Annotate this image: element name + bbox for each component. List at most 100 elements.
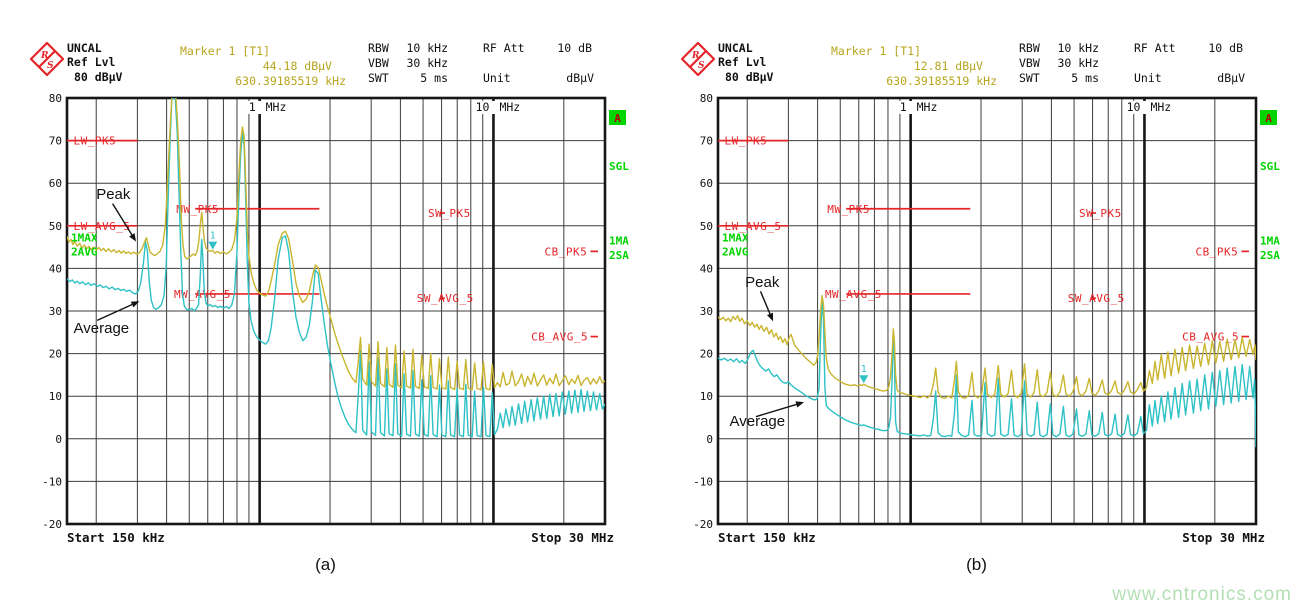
svg-text:1: 1	[249, 100, 256, 114]
spectrum-plot-b: 80 70 60 50 40 30 20 10 0 -10 -20 1 MHz 10 MHz LW_PK5LW…	[693, 92, 1280, 545]
svg-text:Peak: Peak	[745, 274, 780, 291]
x-axis-range-labels: Start 150 kHz Stop 30 MHz	[718, 530, 1265, 545]
svg-text:10: 10	[49, 390, 62, 403]
svg-text:Start 150 kHz: Start 150 kHz	[718, 530, 816, 545]
svg-text:A: A	[1265, 112, 1272, 125]
trace-average	[67, 98, 605, 438]
svg-text:10: 10	[700, 390, 713, 403]
trace-peak	[718, 294, 1256, 399]
screen-a-badge	[1260, 110, 1277, 125]
vbw-label: VBW	[1019, 56, 1040, 70]
marker-readout: Marker 1 [T1] 44.18 dBµV 630.39185519 kH…	[180, 44, 346, 89]
grid	[65, 96, 607, 526]
svg-text:10: 10	[1127, 100, 1141, 114]
svg-text:MHz: MHz	[1150, 100, 1171, 114]
spectrum-chart-a: 80 70 60 50 40 30 20 10 0 -10 -20 1 MHz 10 MHz LW_PK5 LW…	[0, 85, 651, 555]
caption-a: (a)	[315, 555, 336, 574]
svg-text:SW_PK5: SW_PK5	[1079, 207, 1122, 220]
annotation-peak: Peak	[745, 274, 780, 322]
svg-text:R: R	[691, 51, 700, 61]
limit-lines: LW_PK5LW_AVG_5MW_PK5MW_AVG_5SW_PK5SW_AVG…	[67, 135, 598, 344]
freq-major-label: 10 MHz	[475, 100, 532, 114]
status-labels-right: A SGL 1MA 2SA	[609, 110, 629, 262]
grid	[716, 96, 1258, 526]
svg-text:-10: -10	[693, 475, 713, 488]
rf-att-value: 10 dB	[557, 41, 592, 55]
rohde-schwarz-logo-icon: R S	[29, 41, 65, 77]
svg-text:SGL: SGL	[609, 160, 629, 173]
vbw-value: 30 kHz	[1057, 56, 1099, 70]
svg-text:CB_AVG_5: CB_AVG_5	[1182, 331, 1239, 344]
swt-label: SWT	[368, 71, 389, 85]
y-axis-labels: 80 70 60 50 40 30 20 10 0 -10 -20	[42, 92, 62, 531]
limit-lines: LW_PK5LW_AVG_5MW_PK5MW_AVG_5SW_PK5SW_AVG…	[718, 135, 1249, 344]
ref-level-value: 80 dBµV	[725, 70, 774, 84]
caption-b: (b)	[966, 555, 987, 574]
marker-title: Marker 1 [T1]	[831, 44, 922, 58]
trace-average	[718, 298, 1256, 448]
svg-text:30: 30	[49, 305, 62, 318]
svg-text:MHz: MHz	[499, 100, 520, 114]
swt-label: SWT	[1019, 71, 1040, 85]
svg-text:50: 50	[700, 220, 713, 233]
unit-value: dBµV	[566, 71, 594, 85]
annotation-peak: Peak	[96, 186, 137, 242]
svg-text:2SA: 2SA	[609, 249, 629, 262]
svg-text:60: 60	[49, 177, 62, 190]
svg-text:30: 30	[700, 305, 713, 318]
spectrum-plot-a: 80 70 60 50 40 30 20 10 0 -10 -20 1 MHz 10 MHz LW_PK5LW…	[42, 92, 629, 545]
svg-text:MHz: MHz	[266, 100, 287, 114]
rohde-schwarz-logo-icon: R S	[680, 41, 716, 77]
rf-att-label: RF Att	[483, 41, 525, 55]
rf-att-label: RF Att	[1134, 41, 1176, 55]
svg-text:MHz: MHz	[917, 100, 938, 114]
vbw-label: VBW	[368, 56, 389, 70]
svg-text:50: 50	[49, 220, 62, 233]
svg-text:40: 40	[700, 262, 713, 275]
unit-value: dBµV	[1217, 71, 1245, 85]
svg-text:10: 10	[476, 100, 490, 114]
svg-text:R: R	[40, 51, 49, 61]
svg-text:20: 20	[49, 348, 62, 361]
svg-text:0: 0	[55, 433, 62, 446]
unit-label: Unit	[483, 71, 511, 85]
svg-text:1MAX: 1MAX	[722, 232, 749, 245]
svg-text:-20: -20	[693, 518, 713, 531]
annotation-average: Average	[74, 301, 140, 337]
svg-text:Average: Average	[74, 320, 130, 337]
ref-level-label: Ref Lvl	[718, 55, 767, 69]
marker-1-symbol: 1	[859, 364, 869, 384]
header-a: R S UNCAL Ref Lvl 80 dBµV Marker 1 [T1] …	[0, 0, 651, 88]
svg-text:1MAX: 1MAX	[71, 232, 98, 245]
svg-text:70: 70	[49, 135, 62, 148]
rf-att-value: 10 dB	[1208, 41, 1243, 55]
svg-text:S: S	[698, 61, 705, 71]
svg-text:Stop 30 MHz: Stop 30 MHz	[531, 530, 614, 545]
x-axis-range-labels: Start 150 kHz Stop 30 MHz	[67, 530, 614, 545]
marker-level: 44.18 dBµV	[262, 59, 332, 73]
rbw-value: 10 kHz	[406, 41, 448, 55]
uncal-status: UNCAL	[67, 41, 102, 55]
svg-text:Peak: Peak	[96, 186, 131, 203]
swt-value: 5 ms	[420, 71, 448, 85]
marker-title: Marker 1 [T1]	[180, 44, 271, 58]
screen-a-badge	[609, 110, 626, 125]
svg-text:1: 1	[900, 100, 907, 114]
svg-text:-20: -20	[42, 518, 62, 531]
svg-text:1MA: 1MA	[609, 234, 629, 247]
annotation-average: Average	[730, 401, 805, 430]
ref-level-value: 80 dBµV	[74, 70, 123, 84]
svg-text:SW_AVG_5: SW_AVG_5	[417, 292, 474, 305]
svg-text:Start 150 kHz: Start 150 kHz	[67, 530, 165, 545]
svg-text:CB_AVG_5: CB_AVG_5	[531, 331, 588, 344]
svg-text:80: 80	[700, 92, 713, 105]
y-axis-labels: 80 70 60 50 40 30 20 10 0 -10 -20	[693, 92, 713, 531]
svg-text:Average: Average	[730, 413, 786, 430]
marker-1-symbol: 1	[208, 231, 218, 250]
rbw-label: RBW	[368, 41, 389, 55]
svg-text:2AVG: 2AVG	[71, 245, 98, 258]
rbw-label: RBW	[1019, 41, 1040, 55]
unit-label: Unit	[1134, 71, 1162, 85]
svg-text:1MA: 1MA	[1260, 234, 1280, 247]
